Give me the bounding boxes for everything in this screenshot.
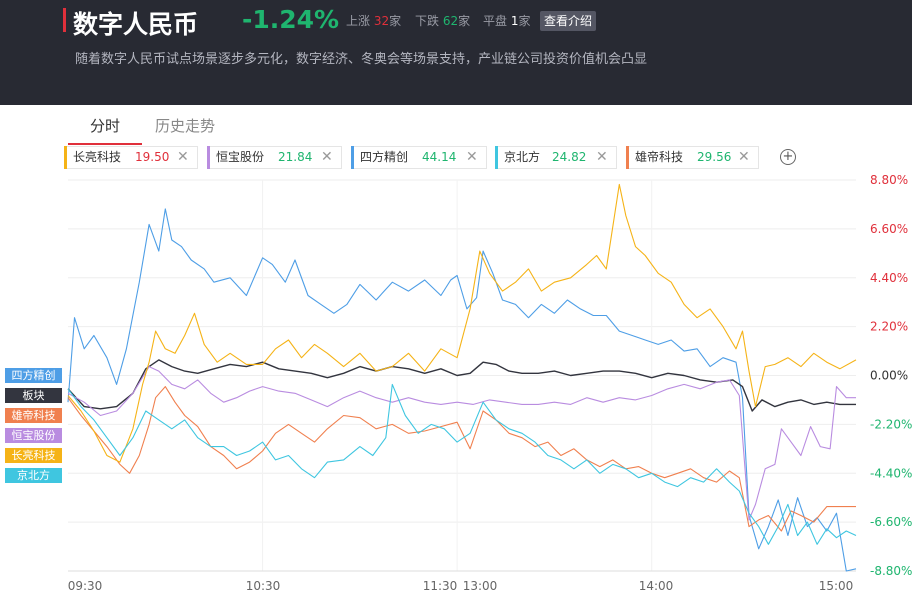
intraday-chart: 8.80% 6.60% 4.40% 2.20% 0.00% -2.20% -4.40% -6.…	[67, 173, 912, 593]
series-label: 长亮科技	[5, 448, 62, 463]
series-line-恒宝股份	[67, 366, 856, 521]
close-icon[interactable]: ✕	[738, 149, 750, 165]
view-intro-button[interactable]: 查看介绍	[540, 11, 597, 31]
flat-stat: 平盘 1家	[483, 14, 531, 28]
y-tick-label: 6.60%	[870, 222, 908, 236]
x-tick-label: 09:30	[68, 579, 103, 593]
chip-name: 雄帝科技	[635, 150, 684, 164]
chip-value: 19.50	[135, 150, 170, 164]
x-tick-label: 11:30	[423, 579, 458, 593]
rise-stat: 上涨 32家	[346, 14, 402, 28]
chip-name: 京北方	[504, 150, 541, 164]
close-icon[interactable]: ✕	[321, 149, 333, 165]
add-stock-icon[interactable]: +	[780, 149, 796, 165]
series-line-京北方	[67, 383, 857, 545]
active-tab-indicator	[68, 143, 142, 145]
y-tick-label: 8.80%	[870, 173, 908, 187]
close-icon[interactable]: ✕	[596, 149, 608, 165]
stock-chip-sifang[interactable]: 四方精创 44.14 ✕	[351, 146, 487, 169]
series-label: 四方精创	[5, 368, 62, 383]
y-tick-label: -8.80%	[870, 564, 912, 578]
chip-value: 24.82	[552, 150, 587, 164]
stock-chip-hengbao[interactable]: 恒宝股份 21.84 ✕	[207, 146, 342, 169]
title-accent-bar	[63, 8, 66, 32]
sector-title: 数字人民币	[73, 10, 199, 39]
chip-value: 29.56	[697, 150, 732, 164]
sector-change: -1.24%	[242, 5, 340, 34]
y-tick-label: 4.40%	[870, 271, 908, 285]
series-line-板块	[67, 359, 856, 412]
tab-intraday[interactable]: 分时	[90, 117, 121, 135]
header: 数字人民币 -1.24% 上涨 32家 下跌 62家 平盘 1家 查看介绍 随着…	[0, 0, 912, 105]
y-tick-label: 2.20%	[870, 320, 908, 334]
series-line-四方精创	[67, 208, 857, 572]
stock-chip-changliang[interactable]: 长亮科技 19.50 ✕	[64, 146, 198, 169]
chip-name: 四方精创	[360, 150, 409, 164]
y-tick-label: 0.00%	[870, 369, 908, 383]
chip-name: 长亮科技	[73, 150, 122, 164]
close-icon[interactable]: ✕	[177, 149, 189, 165]
series-label: 京北方	[5, 468, 62, 483]
tab-bar: 分时 历史走势	[0, 105, 912, 145]
x-tick-label: 14:00	[639, 579, 674, 593]
y-tick-label: -6.60%	[870, 515, 912, 529]
series-line-雄帝科技	[67, 386, 856, 532]
close-icon[interactable]: ✕	[466, 149, 478, 165]
fall-stat: 下跌 62家	[415, 14, 471, 28]
x-tick-label: 10:30	[246, 579, 281, 593]
chip-name: 恒宝股份	[216, 150, 265, 164]
series-label: 恒宝股份	[5, 428, 62, 443]
series-label: 板块	[5, 388, 62, 403]
y-tick-label: -2.20%	[870, 417, 912, 431]
sector-description: 随着数字人民币试点场景逐步多元化，数字经济、冬奥会等场景支持，产业链公司投资价值…	[75, 52, 648, 67]
series-label: 雄帝科技	[5, 408, 62, 423]
x-tick-label: 13:00	[463, 579, 498, 593]
stock-chip-jingbeifang[interactable]: 京北方 24.82 ✕	[495, 146, 617, 169]
tab-history[interactable]: 历史走势	[155, 117, 216, 135]
y-tick-label: -4.40%	[870, 466, 912, 480]
chip-value: 44.14	[422, 150, 457, 164]
stock-chip-xiongdi[interactable]: 雄帝科技 29.56 ✕	[626, 146, 759, 169]
series-line-长亮科技	[67, 183, 857, 463]
x-tick-label: 15:00	[819, 579, 854, 593]
chip-value: 21.84	[278, 150, 313, 164]
